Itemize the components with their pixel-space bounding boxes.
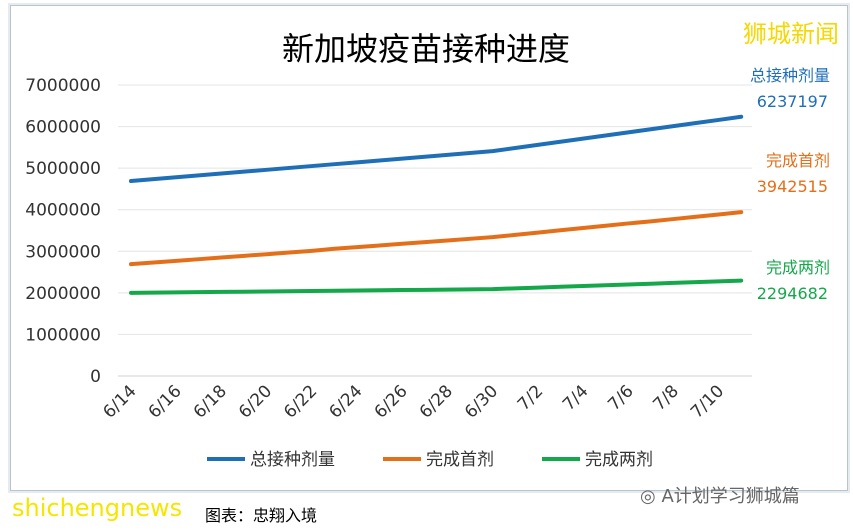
watermark-text: A计划学习狮城篇 xyxy=(661,486,800,507)
x-tick-label: 7/10 xyxy=(687,381,728,422)
x-tick-label: 6/26 xyxy=(371,381,412,422)
y-tick-label: 0 xyxy=(90,367,101,387)
series-end-value: 2294682 xyxy=(757,284,828,303)
y-tick-label: 6000000 xyxy=(25,118,101,138)
legend-label: 完成两剂 xyxy=(585,450,653,470)
x-tick-label: 6/20 xyxy=(235,381,276,422)
y-tick-label: 5000000 xyxy=(25,159,101,179)
x-tick-label: 6/24 xyxy=(325,381,366,422)
series-end-value: 3942515 xyxy=(757,177,828,196)
watermark-bottom-right: ◎ A计划学习狮城篇 xyxy=(640,482,800,508)
y-tick-label: 2000000 xyxy=(25,284,101,304)
legend-label: 总接种剂量 xyxy=(250,450,335,470)
x-tick-label: 7/4 xyxy=(559,381,592,414)
y-tick-label: 3000000 xyxy=(25,242,101,262)
chart-frame xyxy=(10,5,848,491)
x-tick-label: 6/14 xyxy=(99,381,140,422)
legend-label: 完成首剂 xyxy=(426,450,494,470)
y-tick-label: 7000000 xyxy=(25,76,101,96)
y-tick-label: 4000000 xyxy=(25,201,101,221)
x-tick-label: 7/6 xyxy=(604,381,637,414)
series-line-3 xyxy=(129,278,744,295)
x-tick-label: 6/16 xyxy=(145,381,186,422)
x-tick-label: 7/2 xyxy=(514,381,547,414)
series-name-label: 完成两剂 xyxy=(766,258,830,277)
chart-title: 新加坡疫苗接种进度 xyxy=(282,30,570,68)
series-end-value: 6237197 xyxy=(757,92,828,111)
x-tick-label: 6/18 xyxy=(190,381,231,422)
x-tick-label: 7/8 xyxy=(649,381,682,414)
series-name-label: 完成首剂 xyxy=(766,151,830,170)
x-tick-label: 6/22 xyxy=(280,381,321,422)
y-tick-label: 1000000 xyxy=(25,325,101,345)
watermark-bottom-left: shichengnews xyxy=(12,494,183,522)
wechat-icon: ◎ xyxy=(640,486,662,507)
series-line-1 xyxy=(129,114,744,184)
x-tick-label: 6/30 xyxy=(461,381,502,422)
series-line-2 xyxy=(129,210,744,267)
caption: 图表：忠翔入境 xyxy=(205,506,318,525)
series-name-label: 总接种剂量 xyxy=(750,66,830,85)
watermark-top: 狮城新闻 xyxy=(743,20,839,48)
x-tick-label: 6/28 xyxy=(416,381,457,422)
